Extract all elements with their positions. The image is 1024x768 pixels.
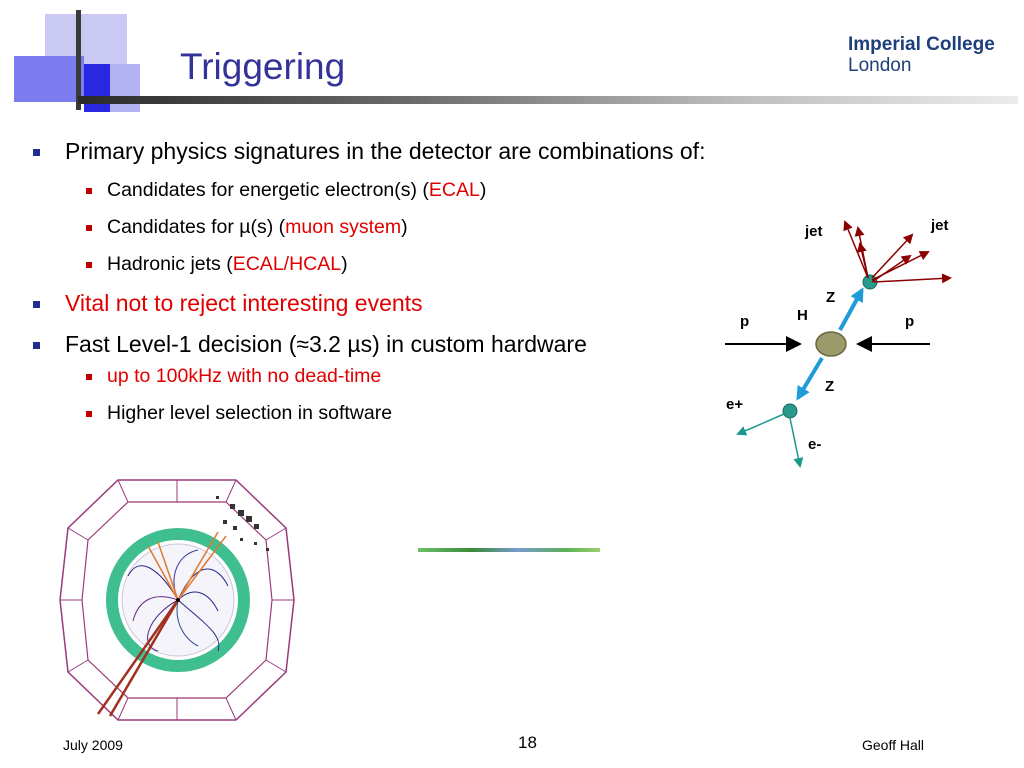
square-bullet-icon <box>33 342 40 349</box>
thin-strip-figure <box>418 548 600 552</box>
higgs-blob <box>815 331 847 357</box>
label-e-minus: e- <box>808 436 822 453</box>
sub-bullet-100khz: up to 100kHz with no dead-time <box>33 363 733 389</box>
label-higgs: H <box>797 307 808 324</box>
sub-bullet-software: Higher level selection in software <box>33 400 733 426</box>
bullet-list: Primary physics signatures in the detect… <box>33 136 733 437</box>
z-boson-down-arrow <box>796 356 824 401</box>
square-bullet-icon <box>33 301 40 308</box>
square-bullet-icon <box>86 262 92 268</box>
z-vertex-bottom <box>782 403 798 419</box>
cms-event-display <box>59 479 295 721</box>
label-z-bottom: Z <box>825 378 835 395</box>
label-jet-left: jet <box>805 223 823 240</box>
slide-title: Triggering <box>180 46 346 87</box>
calorimeter-deposits <box>216 496 269 551</box>
logo-line2: London <box>848 55 912 76</box>
bullet-vital: Vital not to reject interesting events <box>33 288 733 318</box>
sub-bullet-electron: Candidates for energetic electron(s) (EC… <box>33 177 733 203</box>
ecal-ring <box>106 528 250 672</box>
electron-minus-arrow <box>789 417 804 468</box>
jet-tracks <box>147 531 227 601</box>
square-bullet-icon <box>86 374 92 380</box>
electron-plus-arrow <box>736 413 785 436</box>
footer-date: July 2009 <box>63 737 123 753</box>
higgs-decay-diagram <box>725 220 952 468</box>
electron-tracks <box>96 599 180 717</box>
bullet-primary-signatures: Primary physics signatures in the detect… <box>33 136 733 166</box>
sub-bullet-muon: Candidates for µ(s) (muon system) <box>33 214 733 240</box>
header-square-mid <box>14 56 84 102</box>
jet-arrows <box>843 220 952 284</box>
label-proton-right: p <box>905 313 915 330</box>
imperial-college-logo: Imperial College London <box>848 34 995 76</box>
header-vertical-rule <box>76 10 81 110</box>
square-bullet-icon <box>33 149 40 156</box>
logo-line1: Imperial College <box>848 34 995 55</box>
square-bullet-icon <box>86 188 92 194</box>
title-underline <box>78 96 1018 104</box>
label-z-top: Z <box>826 289 836 306</box>
label-e-plus: e+ <box>726 396 744 413</box>
bullet-fast-level1: Fast Level-1 decision (≈3.2 µs) in custo… <box>33 329 733 359</box>
footer-page-number: 18 <box>518 733 537 752</box>
detector-spokes <box>60 479 294 721</box>
interaction-point <box>176 598 180 602</box>
sub-bullet-jets: Hadronic jets (ECAL/HCAL) <box>33 251 733 277</box>
header-square-light-2 <box>110 64 140 112</box>
square-bullet-icon <box>86 225 92 231</box>
z-boson-up-arrow <box>838 287 864 331</box>
label-jet-right: jet <box>931 217 949 234</box>
footer-author: Geoff Hall <box>862 737 924 753</box>
square-bullet-icon <box>86 411 92 417</box>
label-proton-left: p <box>740 313 750 330</box>
